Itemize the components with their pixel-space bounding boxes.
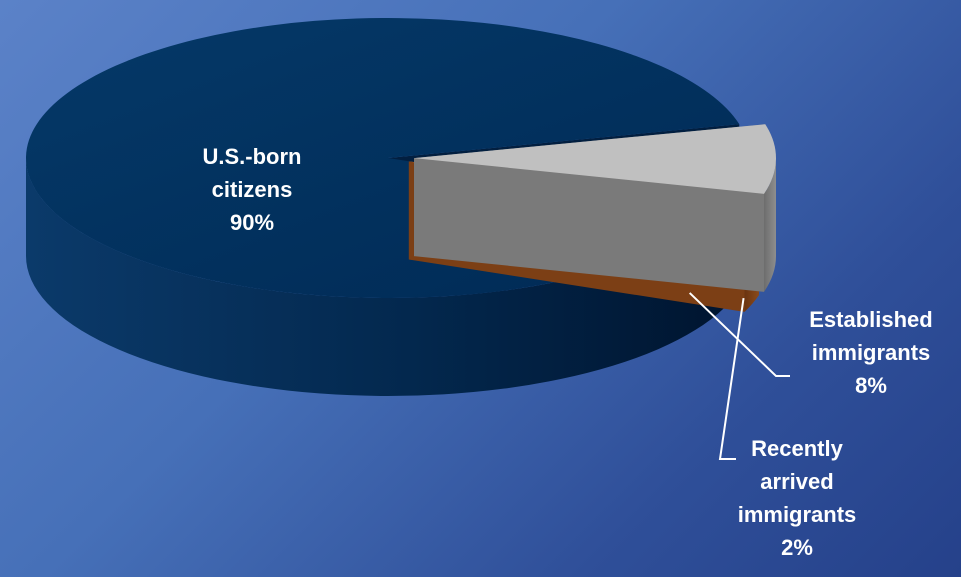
pie-slice-established bbox=[413, 124, 776, 292]
slice-label-established: Established immigrants 8% bbox=[786, 303, 956, 402]
slice-label-us-born-line2: citizens bbox=[211, 177, 293, 202]
slice-label-established-line1: Established bbox=[809, 307, 933, 332]
slice-label-us-born: U.S.-born citizens 90% bbox=[172, 140, 332, 239]
slice-side-us-born-0 bbox=[26, 158, 724, 396]
leader-line-recent bbox=[718, 297, 745, 460]
slice-label-recent: Recently arrived immigrants 2% bbox=[712, 432, 882, 564]
slice-label-recent-line1: Recently bbox=[751, 436, 843, 461]
slice-label-established-line2: immigrants bbox=[811, 340, 931, 365]
slice-cut-face-established-1 bbox=[413, 158, 764, 292]
slice-label-us-born-line1: U.S.-born bbox=[202, 144, 302, 169]
slice-value-recent: 2% bbox=[781, 535, 813, 560]
leader-line-established bbox=[688, 292, 790, 377]
slice-label-recent-line3: immigrants bbox=[737, 502, 857, 527]
slice-value-us-born: 90% bbox=[229, 210, 275, 235]
slice-label-recent-line2: arrived bbox=[760, 469, 834, 494]
slice-value-established: 8% bbox=[855, 373, 887, 398]
slice-side-established-0 bbox=[763, 158, 776, 292]
slice-top-established bbox=[413, 124, 776, 194]
